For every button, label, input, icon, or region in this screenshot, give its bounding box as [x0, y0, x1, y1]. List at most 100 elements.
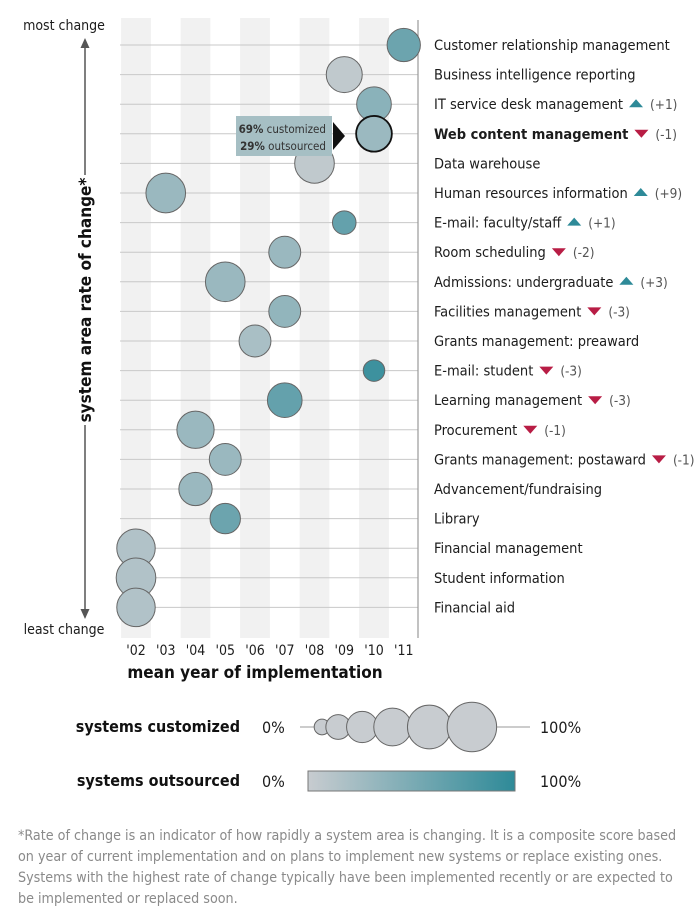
callout-outsourced-pct: 29% [240, 139, 265, 153]
year-band [180, 18, 211, 638]
callout-box: 69% customized 29% outsourced [236, 116, 345, 156]
rank-down-icon [588, 396, 603, 405]
bubble [238, 324, 272, 358]
legend-outsourced-gradient [307, 770, 516, 792]
bubbles [115, 27, 421, 628]
row-label: Data warehouse [434, 156, 540, 172]
bubble [145, 172, 187, 214]
rank-down-icon [587, 307, 602, 316]
row-label: Facilities management [434, 304, 581, 320]
legend-customized-title: systems customized [76, 717, 240, 736]
row-label: Human resources information [434, 186, 628, 202]
legend-outsourced-title: systems outsourced [77, 771, 240, 790]
x-tick-label: '06 [245, 643, 264, 659]
rank-change-label: (-3) [608, 304, 630, 320]
y-axis-arrow-up-head [80, 38, 90, 48]
row-label: Grants management: postaward [434, 452, 646, 468]
row-label: Library [434, 512, 480, 528]
legend-outsourced-max: 100% [540, 772, 581, 791]
svg-text:69% customized: 69% customized [239, 122, 326, 136]
callout-customized-pct: 69% [239, 122, 264, 136]
rank-down-icon [551, 248, 566, 257]
row-label: Business intelligence reporting [434, 68, 636, 84]
bubble [325, 56, 363, 94]
x-tick-label: '08 [305, 643, 324, 659]
rank-down-icon [539, 366, 554, 375]
rank-change-label: (-1) [673, 452, 695, 468]
rank-change-label: (+9) [655, 186, 682, 202]
rank-change-label: (-1) [544, 423, 566, 439]
svg-text:29% outsourced: 29% outsourced [240, 139, 326, 153]
x-tick-labels: '02 '03 '04 '05 '06 '07 '08 '09 '10 '11 [126, 643, 413, 659]
row-label: Grants management: preaward [434, 334, 639, 350]
rank-change-label: (+1) [650, 97, 677, 113]
rank-up-icon [633, 188, 648, 196]
bubble [355, 115, 393, 153]
bubble [208, 442, 242, 476]
row-label: E-mail: faculty/staff [434, 216, 562, 232]
callout-customized-word: customized [267, 122, 326, 136]
rank-down-icon [651, 455, 666, 464]
row-label: Learning management [434, 393, 582, 409]
rank-change-label: (+1) [588, 216, 615, 232]
rank-down-icon [634, 129, 649, 138]
x-tick-label: '10 [364, 643, 383, 659]
least-change-label: least change [24, 622, 105, 638]
footnote: *Rate of change is an indicator of how r… [18, 828, 677, 907]
bubble [204, 261, 246, 303]
bubble [268, 235, 302, 269]
row-label: Financial aid [434, 600, 515, 616]
row-label: Advancement/fundraising [434, 482, 602, 498]
rank-change-label: (-3) [609, 393, 631, 409]
legend-customized-min: 0% [262, 718, 285, 737]
x-tick-label: '03 [156, 643, 175, 659]
rank-change-label: (-1) [655, 127, 677, 143]
rank-change-label: (+3) [640, 275, 667, 291]
bubble [178, 471, 213, 507]
x-tick-label: '04 [186, 643, 205, 659]
legend-size-bubble [373, 707, 412, 747]
legend-outsourced-min: 0% [262, 772, 285, 791]
bubble [116, 587, 156, 628]
year-band [299, 18, 330, 638]
rank-up-icon [619, 276, 634, 285]
bubble [386, 27, 421, 63]
bubble [209, 502, 241, 535]
bubble [362, 359, 386, 382]
x-tick-label: '09 [335, 643, 354, 659]
row-label: Room scheduling [434, 245, 546, 261]
bubble [176, 410, 215, 449]
bubble [331, 210, 357, 235]
legend-size-bubbles [313, 701, 498, 753]
callout-outsourced-word: outsourced [268, 139, 326, 153]
row-label: IT service desk management [434, 97, 623, 113]
rank-up-icon [629, 99, 644, 108]
row-label: Customer relationship management [434, 38, 670, 54]
x-tick-label: '11 [394, 643, 413, 659]
legend-size-bubble [346, 710, 379, 744]
y-axis-title: system area rate of change* [76, 178, 96, 423]
x-tick-label: '05 [216, 643, 235, 659]
y-axis-arrow-down-head [80, 609, 90, 619]
rank-change-label: (-2) [573, 245, 595, 261]
legend-size-bubble [446, 701, 498, 753]
rank-down-icon [523, 425, 538, 434]
x-axis-title: mean year of implementation [127, 663, 382, 683]
legend-customized-max: 100% [540, 718, 581, 737]
bubble [268, 294, 302, 328]
row-label: Admissions: undergraduate [434, 275, 613, 291]
x-tick-label: '07 [275, 643, 294, 659]
row-label: Student information [434, 571, 565, 587]
row-label: E-mail: student [434, 364, 533, 380]
x-tick-label: '02 [126, 643, 145, 659]
row-labels: Customer relationship management Business… [434, 38, 695, 616]
legend-size-bubble [406, 704, 452, 750]
bubble [266, 382, 303, 419]
most-change-label: most change [23, 18, 105, 34]
row-label: Procurement [434, 423, 517, 439]
rank-up-icon [567, 217, 582, 226]
row-label: Web content management [434, 127, 628, 143]
rank-change-label: (-3) [560, 364, 582, 380]
row-label: Financial management [434, 541, 583, 557]
